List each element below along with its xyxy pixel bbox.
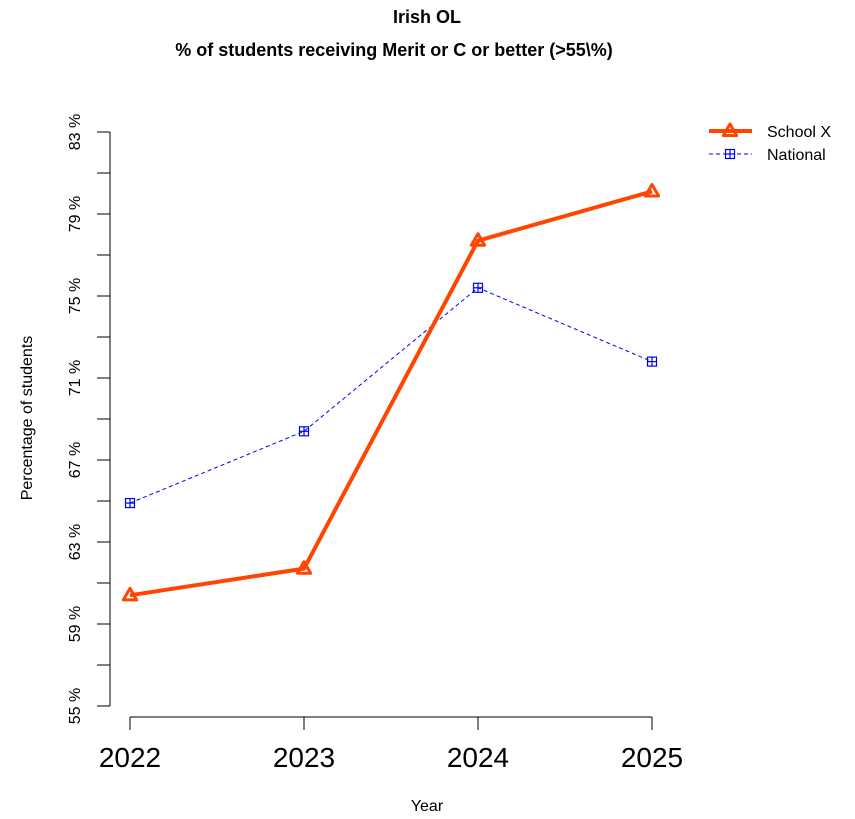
- series-point: [121, 586, 139, 602]
- series-point: [721, 122, 739, 138]
- y-tick-label: 55 %: [67, 688, 84, 724]
- legend: School X National: [709, 122, 831, 164]
- x-tick-label: 2022: [99, 742, 161, 773]
- y-tick-label: 75 %: [67, 278, 84, 314]
- x-tick-label: 2023: [273, 742, 335, 773]
- y-tick-label: 71 %: [67, 360, 84, 396]
- series-point: [724, 148, 736, 160]
- series-point: [295, 560, 313, 575]
- x-axis-label: Year: [411, 798, 444, 815]
- legend-item: National: [709, 147, 826, 164]
- chart-subtitle: % of students receiving Merit or C or be…: [175, 40, 613, 60]
- x-tick-label: 2025: [621, 742, 683, 773]
- series-point: [472, 282, 484, 293]
- series-point: [469, 232, 487, 247]
- x-axis: 2022 2023 2024 2025: [99, 716, 683, 773]
- y-tick-label: 67 %: [67, 442, 84, 478]
- y-tick-label: 63 %: [67, 524, 84, 560]
- series-point: [646, 356, 658, 367]
- legend-label: School X: [767, 124, 831, 141]
- series-layer: [121, 182, 661, 602]
- series-point: [643, 182, 661, 198]
- series-line: [129, 287, 653, 504]
- y-axis: 55 % 59 % 63 % 67 % 71 % 75 % 79 % 83 %: [67, 114, 111, 724]
- series-national: [124, 282, 658, 509]
- y-axis-label: Percentage of students: [19, 336, 36, 501]
- series-point: [124, 497, 136, 509]
- chart-title: Irish OL: [393, 7, 461, 27]
- y-tick-label: 79 %: [67, 196, 84, 232]
- legend-label: National: [767, 147, 826, 164]
- y-tick-label: 83 %: [67, 114, 84, 150]
- series-line: [129, 189, 653, 598]
- legend-item: School X: [709, 122, 831, 141]
- x-tick-label: 2024: [447, 742, 509, 773]
- y-tick-label: 59 %: [67, 606, 84, 642]
- series-point: [298, 426, 310, 437]
- series-school-x: [121, 182, 661, 602]
